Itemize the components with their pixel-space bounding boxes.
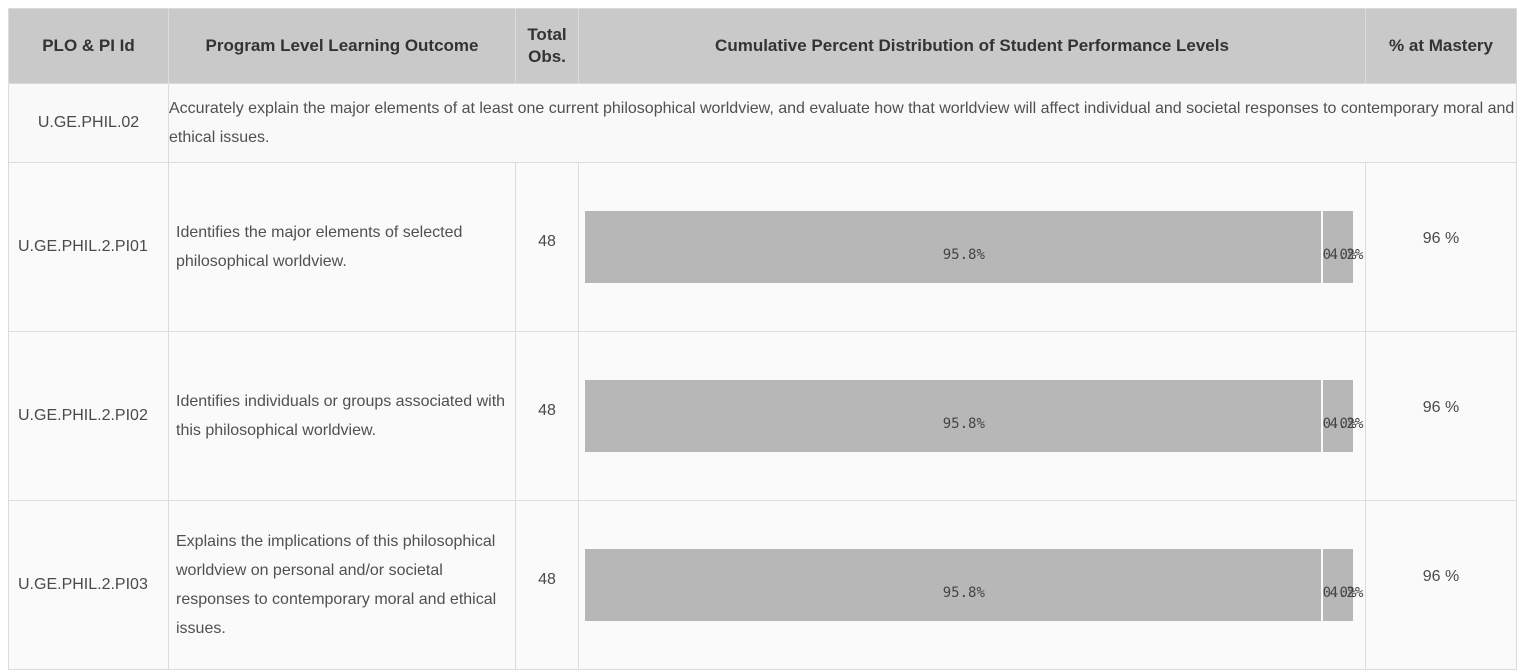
distribution-bar: 95.8% 0.0% 4.2% — [585, 211, 1365, 283]
plo-id: U.GE.PHIL.02 — [8, 83, 169, 163]
header-total-obs: Total Obs. — [515, 8, 579, 84]
distribution-cell: 95.8% 0.0% 4.2% — [578, 500, 1366, 670]
pi-mastery: 96 % — [1422, 568, 1460, 585]
header-distribution: Cumulative Percent Distribution of Stude… — [578, 8, 1366, 84]
bar-label-level-2: 4.2% — [1329, 585, 1364, 601]
bar-segment-level-2 — [1322, 549, 1353, 621]
pi-total-obs: 48 — [538, 233, 556, 250]
bar-label-level-2: 4.2% — [1329, 416, 1364, 432]
header-plo-pi-id: PLO & PI Id — [8, 8, 169, 84]
pi-description: Identifies the major elements of selecte… — [168, 162, 516, 332]
pi-id: U.GE.PHIL.2.PI01 — [8, 162, 169, 332]
assessment-table: PLO & PI Id Program Level Learning Outco… — [8, 8, 1517, 670]
distribution-cell: 95.8% 0.0% 4.2% — [578, 331, 1366, 501]
pi-description: Explains the implications of this philos… — [168, 500, 516, 670]
bar-label-mastery: 95.8% — [942, 247, 985, 263]
pi-total-obs: 48 — [538, 402, 556, 419]
header-outcome: Program Level Learning Outcome — [168, 8, 516, 84]
bar-segment-level-2 — [1322, 211, 1353, 283]
bar-segment-mastery — [585, 549, 1321, 621]
pi-id: U.GE.PHIL.2.PI02 — [8, 331, 169, 501]
table-row: U.GE.PHIL.2.PI02 Identifies individuals … — [8, 331, 1517, 501]
pi-total-obs: 48 — [538, 571, 556, 588]
bar-label-level-3: 0.0% — [1322, 247, 1357, 263]
plo-row: U.GE.PHIL.02 Accurately explain the majo… — [8, 83, 1517, 163]
header-row: PLO & PI Id Program Level Learning Outco… — [8, 8, 1517, 84]
bar-segment-level-2 — [1322, 380, 1353, 452]
bar-label-level-3: 0.0% — [1322, 585, 1357, 601]
distribution-cell: 95.8% 0.0% 4.2% — [578, 162, 1366, 332]
header-mastery: % at Mastery — [1365, 8, 1517, 84]
table-row: U.GE.PHIL.2.PI03 Explains the implicatio… — [8, 500, 1517, 670]
bar-segment-mastery — [585, 380, 1321, 452]
bar-label-mastery: 95.8% — [942, 585, 985, 601]
distribution-bar: 95.8% 0.0% 4.2% — [585, 380, 1365, 452]
plo-description: Accurately explain the major elements of… — [168, 83, 1517, 163]
pi-mastery: 96 % — [1422, 399, 1460, 416]
pi-id: U.GE.PHIL.2.PI03 — [8, 500, 169, 670]
table-row: U.GE.PHIL.2.PI01 Identifies the major el… — [8, 162, 1517, 332]
bar-label-level-3: 0.0% — [1322, 416, 1357, 432]
distribution-bar: 95.8% 0.0% 4.2% — [585, 549, 1365, 621]
pi-description: Identifies individuals or groups associa… — [168, 331, 516, 501]
bar-label-level-2: 4.2% — [1329, 247, 1364, 263]
bar-label-mastery: 95.8% — [942, 416, 985, 432]
pi-mastery: 96 % — [1422, 230, 1460, 247]
bar-segment-mastery — [585, 211, 1321, 283]
